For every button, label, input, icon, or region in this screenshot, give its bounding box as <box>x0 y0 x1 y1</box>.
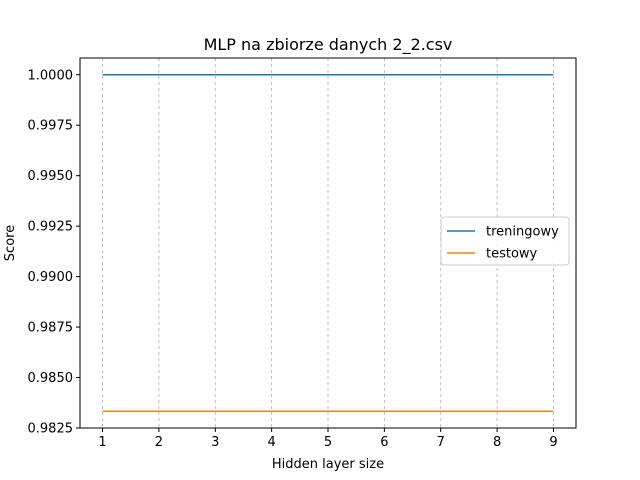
x-tick-label: 1 <box>98 435 106 450</box>
chart-title: MLP na zbiorze danych 2_2.csv <box>204 35 453 55</box>
x-grid <box>102 58 554 428</box>
y-tick-label: 1.0000 <box>28 68 74 83</box>
y-tick-label: 0.9875 <box>28 321 74 336</box>
x-tick-label: 3 <box>211 435 219 450</box>
y-axis-label: Score <box>3 225 18 261</box>
y-axis-ticks: 0.9825 0.9850 0.9875 0.9900 0.9925 0.9950 0.99… <box>28 68 80 437</box>
x-tick-label: 7 <box>437 435 445 450</box>
y-tick-label: 0.9925 <box>28 220 74 235</box>
y-tick-label: 0.9975 <box>28 119 74 134</box>
legend-label: testowy <box>486 247 538 262</box>
y-tick-label: 0.9900 <box>28 270 74 285</box>
x-tick-label: 9 <box>549 435 557 450</box>
x-axis-label: Hidden layer size <box>272 457 384 472</box>
y-tick-label: 0.9950 <box>28 169 74 184</box>
x-axis-ticks: 1 2 3 4 5 6 7 8 9 <box>98 428 558 450</box>
x-tick-label: 8 <box>493 435 501 450</box>
x-tick-label: 5 <box>324 435 332 450</box>
y-tick-label: 0.9825 <box>28 422 74 437</box>
legend-label: treningowy <box>486 225 559 240</box>
y-tick-label: 0.9850 <box>28 371 74 386</box>
x-tick-label: 6 <box>380 435 388 450</box>
series-lines <box>102 73 554 413</box>
legend: treningowy testowy <box>440 216 570 266</box>
x-tick-label: 4 <box>267 435 275 450</box>
x-tick-label: 2 <box>155 435 163 450</box>
